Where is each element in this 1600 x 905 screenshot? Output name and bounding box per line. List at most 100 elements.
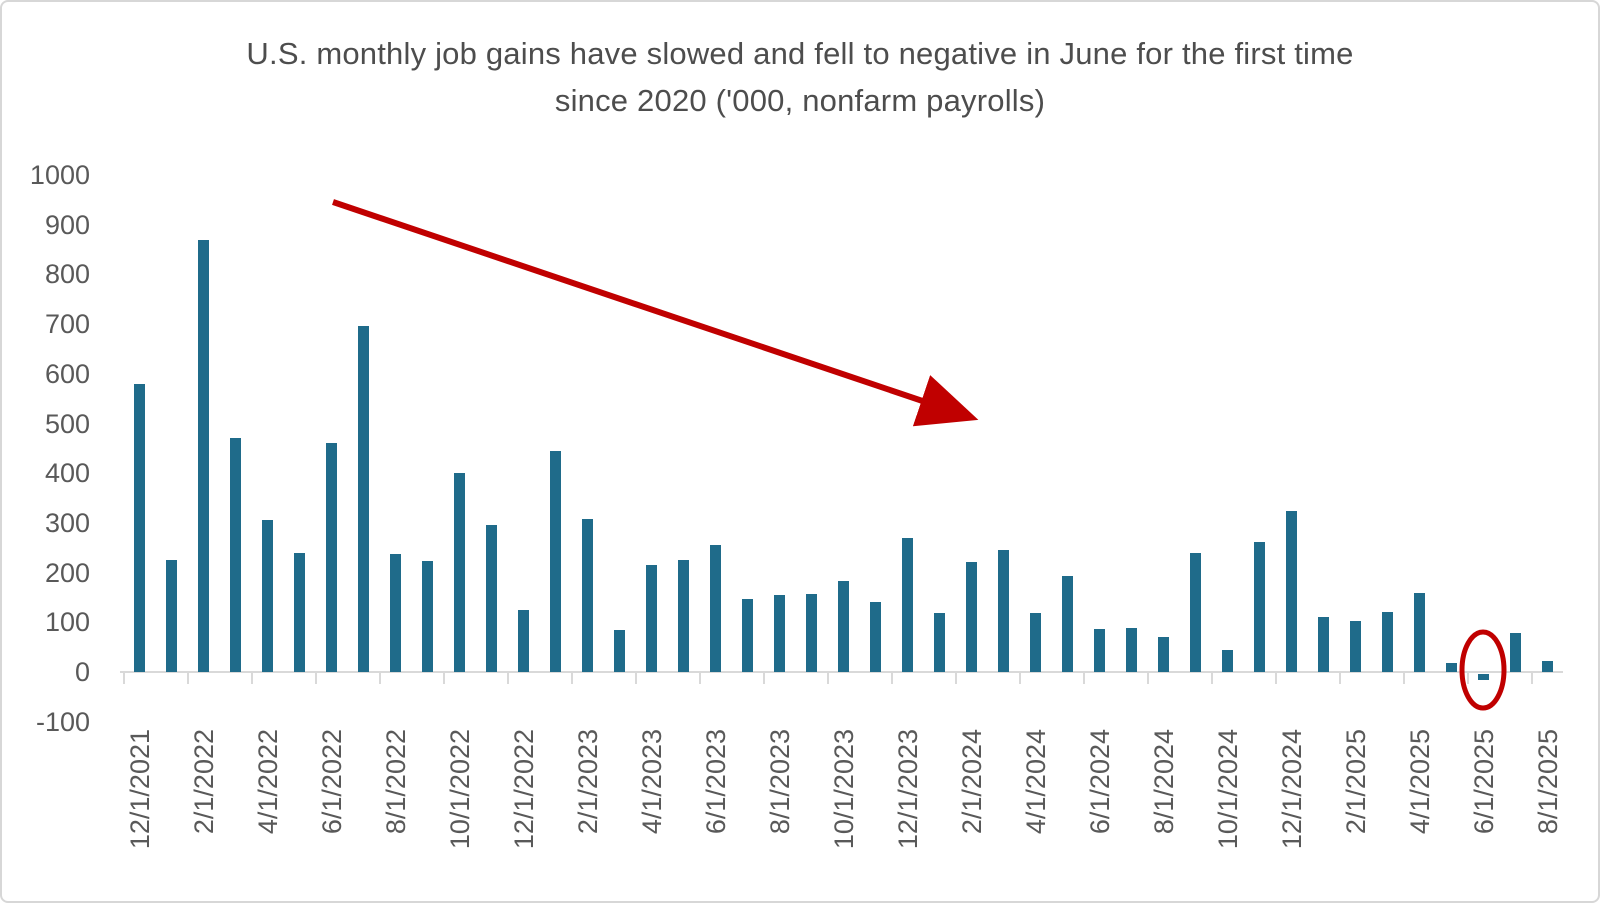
y-axis-label: 600 <box>44 358 90 389</box>
x-axis-tick <box>1403 673 1405 684</box>
bar-11/1/2024 <box>1254 542 1265 672</box>
x-axis-label: 12/1/2021 <box>124 729 155 850</box>
bar-4/1/2023 <box>646 565 657 672</box>
bar-7/1/2024 <box>1126 628 1137 672</box>
x-axis-label: 12/1/2023 <box>892 729 923 850</box>
y-axis-label: 800 <box>44 259 90 290</box>
x-axis-label: 8/1/2023 <box>764 729 795 835</box>
y-axis-label: 700 <box>44 309 90 340</box>
bar-2/1/2025 <box>1350 621 1361 672</box>
bar-6/1/2022 <box>326 443 337 672</box>
x-axis-label: 6/1/2025 <box>1468 729 1499 835</box>
bar-3/1/2023 <box>614 630 625 672</box>
y-axis-label: 100 <box>44 607 90 638</box>
bar-9/1/2022 <box>422 561 433 672</box>
bar-3/1/2024 <box>998 550 1009 672</box>
x-axis-label: 8/1/2025 <box>1532 729 1563 835</box>
x-axis-tick <box>187 673 189 684</box>
x-axis-line <box>120 671 1563 673</box>
x-axis-label: 10/1/2023 <box>828 729 859 850</box>
bar-6/1/2024 <box>1094 629 1105 672</box>
y-axis-label: 300 <box>44 507 90 538</box>
bar-9/1/2023 <box>806 594 817 672</box>
x-axis-tick <box>891 673 893 684</box>
x-axis-tick <box>635 673 637 684</box>
x-axis-tick <box>443 673 445 684</box>
x-axis-label: 2/1/2025 <box>1340 729 1371 835</box>
x-axis-tick <box>379 673 381 684</box>
bar-5/1/2025 <box>1446 663 1457 672</box>
y-axis-label: 0 <box>74 657 90 687</box>
bar-2/1/2022 <box>198 240 209 672</box>
bar-2/1/2024 <box>966 562 977 672</box>
x-axis-tick <box>955 673 957 684</box>
x-axis-tick <box>1275 673 1277 684</box>
bar-7/1/2025 <box>1510 633 1521 672</box>
bar-5/1/2023 <box>678 560 689 672</box>
y-axis-label: 400 <box>44 458 90 489</box>
bar-7/1/2023 <box>742 599 753 672</box>
bar-3/1/2022 <box>230 438 241 672</box>
y-axis-label: 900 <box>44 209 90 240</box>
bar-12/1/2023 <box>902 538 913 672</box>
bar-10/1/2022 <box>454 473 465 672</box>
x-axis-label: 10/1/2022 <box>444 729 475 850</box>
x-axis-tick <box>763 673 765 684</box>
y-axis-label: -100 <box>35 706 90 737</box>
bar-4/1/2025 <box>1414 593 1425 672</box>
bar-12/1/2022 <box>518 610 529 672</box>
x-axis-label: 12/1/2022 <box>508 729 539 850</box>
x-axis-tick <box>123 673 125 684</box>
bar-11/1/2023 <box>870 602 881 672</box>
bar-9/1/2024 <box>1190 553 1201 672</box>
chart-title-line1: U.S. monthly job gains have slowed and f… <box>246 36 1354 71</box>
bar-12/1/2021 <box>134 384 145 672</box>
x-axis-label: 12/1/2024 <box>1276 729 1307 850</box>
bar-6/1/2023 <box>710 545 721 672</box>
x-axis-tick <box>827 673 829 684</box>
x-axis-tick <box>251 673 253 684</box>
x-axis-label: 4/1/2024 <box>1020 729 1051 835</box>
x-axis-tick <box>1211 673 1213 684</box>
bar-1/1/2023 <box>550 451 561 672</box>
bar-8/1/2024 <box>1158 637 1169 672</box>
x-axis-label: 8/1/2022 <box>380 729 411 835</box>
x-axis-label: 10/1/2024 <box>1212 729 1243 850</box>
x-axis-tick <box>1467 673 1469 684</box>
bar-2/1/2023 <box>582 519 593 672</box>
x-axis-tick <box>1339 673 1341 684</box>
x-axis-tick <box>1147 673 1149 684</box>
bar-1/1/2024 <box>934 613 945 672</box>
x-axis-tick <box>507 673 509 684</box>
bar-6/1/2025 <box>1478 674 1489 680</box>
y-axis-label: 200 <box>44 557 90 588</box>
chart-title: U.S. monthly job gains have slowed and f… <box>2 30 1598 124</box>
x-axis-label: 4/1/2025 <box>1404 729 1435 835</box>
x-axis-tick <box>1019 673 1021 684</box>
bar-1/1/2022 <box>166 560 177 672</box>
bar-12/1/2024 <box>1286 511 1297 672</box>
x-axis-label: 6/1/2024 <box>1084 729 1115 835</box>
x-axis-label: 4/1/2023 <box>636 729 667 835</box>
x-axis-label: 8/1/2024 <box>1148 729 1179 835</box>
x-axis-label: 6/1/2023 <box>700 729 731 835</box>
x-axis-label: 4/1/2022 <box>252 729 283 835</box>
bar-3/1/2025 <box>1382 612 1393 672</box>
bar-5/1/2022 <box>294 553 305 672</box>
bar-7/1/2022 <box>358 326 369 672</box>
chart-title-line2: since 2020 ('000, nonfarm payrolls) <box>554 83 1046 118</box>
bar-8/1/2022 <box>390 554 401 672</box>
x-axis-tick <box>571 673 573 684</box>
x-axis-label: 6/1/2022 <box>316 729 347 835</box>
bar-8/1/2025 <box>1542 661 1553 672</box>
x-axis-label: 2/1/2022 <box>188 729 219 835</box>
x-axis-tick <box>1531 673 1533 684</box>
bar-1/1/2025 <box>1318 617 1329 672</box>
x-axis-label: 2/1/2023 <box>572 729 603 835</box>
bar-10/1/2024 <box>1222 650 1233 672</box>
y-axis-label: 1000 <box>29 160 90 190</box>
bar-8/1/2023 <box>774 595 785 672</box>
x-axis-label: 2/1/2024 <box>956 729 987 835</box>
